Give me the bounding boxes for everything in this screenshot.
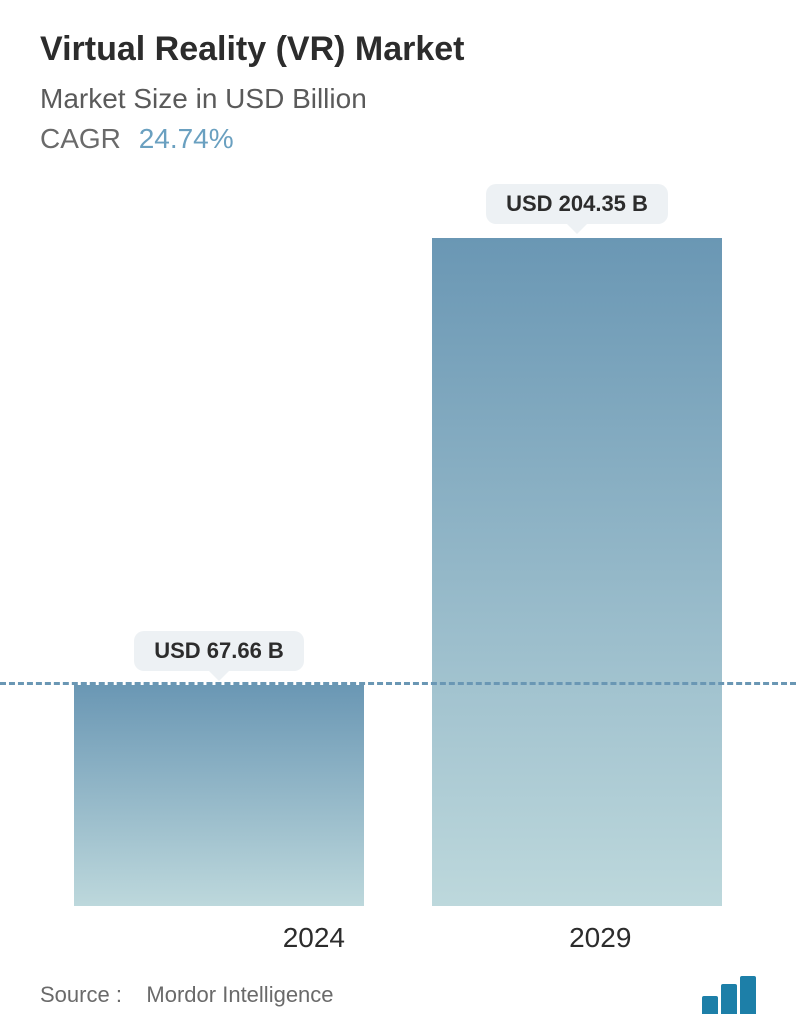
- logo-bar-icon: [721, 984, 737, 1014]
- bar-column: USD 67.66 B: [74, 631, 364, 906]
- source-value: Mordor Intelligence: [146, 982, 333, 1007]
- logo-bar-icon: [740, 976, 756, 1014]
- value-pill: USD 204.35 B: [486, 184, 668, 224]
- x-axis-label: 2024: [169, 922, 459, 954]
- bar-column: USD 204.35 B: [432, 184, 722, 906]
- x-axis-label: 2029: [455, 922, 745, 954]
- chart-footer: Source : Mordor Intelligence: [40, 976, 756, 1014]
- chart-container: Virtual Reality (VR) Market Market Size …: [0, 0, 796, 1034]
- value-pill: USD 67.66 B: [134, 631, 304, 671]
- chart-subtitle: Market Size in USD Billion: [40, 83, 756, 115]
- cagr-line: CAGR 24.74%: [40, 123, 756, 155]
- logo-bar-icon: [702, 996, 718, 1014]
- bar: [74, 685, 364, 906]
- brand-logo-icon: [702, 976, 756, 1014]
- chart-title: Virtual Reality (VR) Market: [40, 30, 756, 69]
- reference-line: [0, 682, 796, 685]
- source-label: Source :: [40, 982, 122, 1007]
- chart-plot-area: 2024 USD 67.66 B 2029 USD 204.35 B: [40, 167, 756, 966]
- source-attribution: Source : Mordor Intelligence: [40, 982, 334, 1008]
- cagr-value: 24.74%: [139, 123, 234, 154]
- cagr-label: CAGR: [40, 123, 121, 154]
- bar: [432, 238, 722, 906]
